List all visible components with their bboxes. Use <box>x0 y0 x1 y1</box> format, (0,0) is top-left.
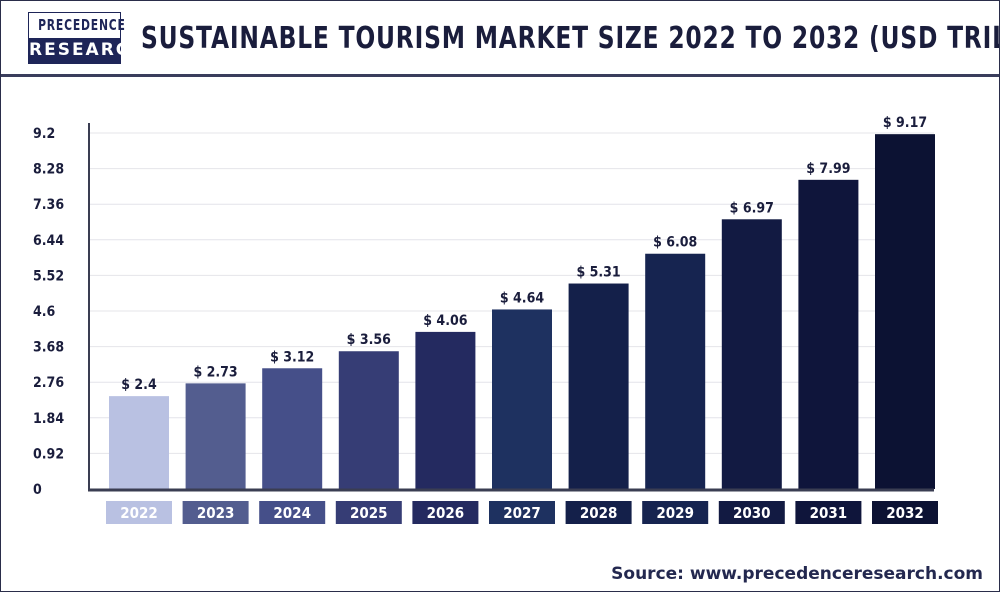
x-tick-label: 2029 <box>656 504 694 522</box>
data-label: $ 5.31 <box>576 265 620 281</box>
y-tick-label: 5.52 <box>33 268 64 284</box>
header: PRECEDENCE RESEARCH SUSTAINABLE TOURISM … <box>1 1 999 77</box>
logo: PRECEDENCE RESEARCH <box>28 12 145 64</box>
y-tick-label: 8.28 <box>33 162 64 178</box>
bar-2032 <box>875 134 935 489</box>
x-tick-label: 2026 <box>427 504 465 522</box>
bar-2024 <box>262 368 323 489</box>
x-tick-label: 2031 <box>810 504 848 522</box>
x-label-box <box>718 501 785 524</box>
source-text: Source: www.precedenceresearch.com <box>611 564 983 584</box>
y-tick-label: 7.36 <box>33 197 64 213</box>
y-tick-label: 6.44 <box>33 233 64 249</box>
x-tick-label: 2032 <box>886 504 924 522</box>
logo-line2: RESEARCH <box>29 38 145 63</box>
x-label-box <box>489 501 555 524</box>
x-label-box <box>872 501 938 524</box>
x-tick-label: 2025 <box>350 504 388 522</box>
x-label-box <box>642 501 709 524</box>
x-tick-label: 2024 <box>273 504 311 522</box>
y-tick-label: 4.6 <box>33 304 56 320</box>
x-tick-label: 2022 <box>120 504 158 522</box>
data-label: $ 6.97 <box>730 200 774 216</box>
x-label-box <box>565 501 632 524</box>
bar-2028 <box>568 283 629 489</box>
data-label: $ 9.17 <box>883 115 927 131</box>
x-label-box <box>259 501 326 524</box>
bar-2022 <box>109 396 169 489</box>
bar-2029 <box>645 253 706 489</box>
data-label: $ 2.73 <box>193 364 237 380</box>
bar-2030 <box>721 219 782 489</box>
y-tick-label: 0.92 <box>33 446 64 462</box>
data-label: $ 4.06 <box>423 313 467 329</box>
bar-2026 <box>415 331 476 489</box>
bar-2025 <box>338 351 399 489</box>
data-label: $ 2.4 <box>121 377 157 393</box>
data-label: $ 7.99 <box>806 161 850 177</box>
data-label: $ 3.56 <box>347 332 391 348</box>
x-label-box <box>182 501 249 524</box>
logo-line1: PRECEDENCE <box>38 13 125 38</box>
y-tick-label: 0 <box>33 482 42 498</box>
data-label: $ 3.12 <box>270 349 314 365</box>
x-tick-label: 2030 <box>733 504 771 522</box>
bar-2031 <box>798 179 859 490</box>
y-tick-label: 9.2 <box>33 126 55 142</box>
x-tick-label: 2027 <box>503 504 541 522</box>
y-tick-label: 1.84 <box>33 411 64 427</box>
y-tick-label: 2.76 <box>33 375 64 391</box>
x-label-box <box>795 501 862 524</box>
bar-2027 <box>492 309 552 489</box>
chart-title: SUSTAINABLE TOURISM MARKET SIZE 2022 TO … <box>141 21 1000 56</box>
x-label-box <box>106 501 172 524</box>
data-label: $ 4.64 <box>500 290 544 306</box>
x-label-box <box>335 501 402 524</box>
x-tick-label: 2028 <box>580 504 618 522</box>
bar-2023 <box>185 383 246 489</box>
y-tick-label: 3.68 <box>33 340 64 356</box>
x-label-box <box>412 501 479 524</box>
x-tick-label: 2023 <box>197 504 235 522</box>
data-label: $ 6.08 <box>653 235 697 251</box>
